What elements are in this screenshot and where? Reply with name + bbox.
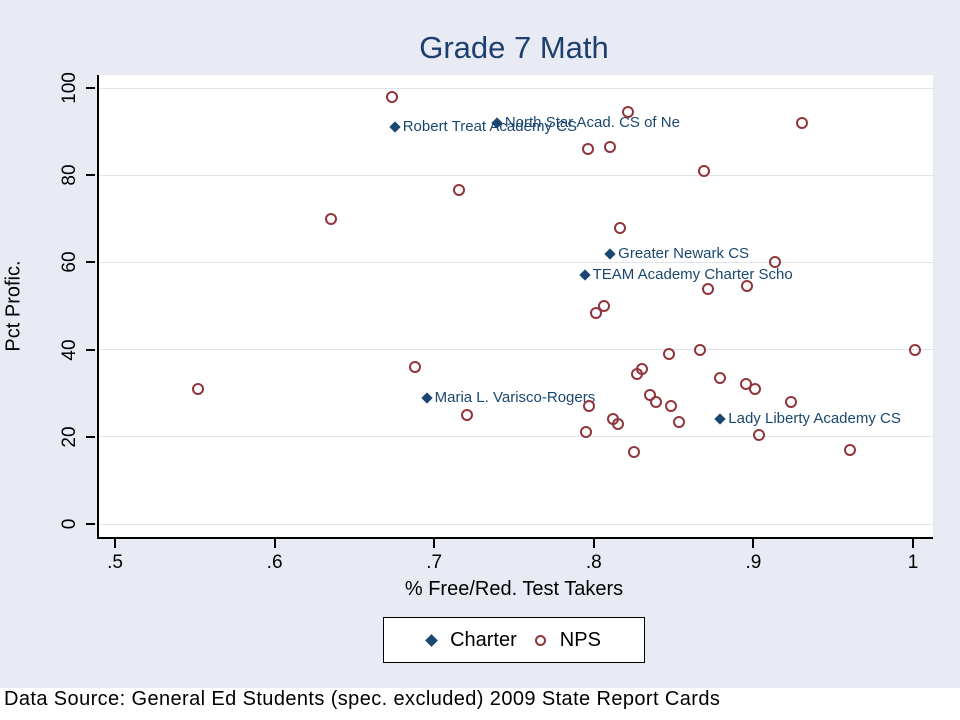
x-tick-.5 [114,539,116,548]
nps-point [581,143,594,156]
y-tick-label-0: 0 [59,518,80,530]
legend: Charter NPS [383,617,645,663]
nps-point [784,395,797,408]
nps-point [192,382,205,395]
x-tick-label-.7: .7 [426,552,443,573]
charter-point-label: Maria L. Varisco-Rogers [434,388,596,406]
nps-point [644,389,657,402]
gridline-y-40 [99,349,933,351]
gridline-y-100 [99,87,933,89]
charter-point-label: Lady Liberty Academy CS [728,410,901,428]
gridline-y-0 [99,523,933,525]
nps-point [589,306,602,319]
y-tick-label-80: 80 [59,164,80,186]
nps-point [636,363,649,376]
charter-point-label: Greater Newark CS [618,244,750,262]
nps-point [663,347,676,360]
y-tick-label-20: 20 [59,426,80,448]
nps-point [664,400,677,413]
nps-point [714,371,727,384]
y-tick-label-100: 100 [59,72,80,104]
gridline-y-80 [99,174,933,176]
nps-point [613,221,626,234]
nps-point [701,282,714,295]
y-tick-label-60: 60 [59,251,80,273]
legend-item-charter: Charter [425,628,517,652]
x-tick-label-.5: .5 [107,552,123,573]
nps-point [409,361,422,374]
nps-point [628,446,641,459]
nps-point [452,184,465,197]
nps-point [580,426,593,439]
nps-point [843,443,856,456]
nps-point [385,90,398,103]
charter-point [578,269,591,282]
nps-point [597,300,610,312]
nps-point [583,400,596,413]
nps-point [612,417,625,430]
nps-point [621,105,634,118]
gridline-y-20 [99,436,933,438]
legend-item-nps: NPS [534,628,601,652]
nps-point [650,395,663,408]
x-tick-.9 [752,539,755,548]
nps-point [460,409,473,421]
x-tick-.8 [592,539,595,548]
nps-point [749,382,762,395]
x-tick-label-1: 1 [907,552,919,573]
y-tick-40 [86,348,95,351]
x-tick-label-.8: .8 [585,552,602,573]
gridline-y-60 [99,261,933,263]
nps-point [693,343,706,356]
y-tick-80 [86,174,95,177]
legend-charter-label: Charter [450,628,517,651]
charter-point-label: Robert Treat Academy CS [402,118,577,136]
y-tick-label-40: 40 [59,339,80,361]
x-axis-title: % Free/Red. Test Takers [404,578,624,600]
charter-point [604,248,616,260]
nps-point [604,140,617,153]
charter-point-label: TEAM Academy Charter Scho [592,266,793,284]
y-axis-title: Pct Profic. [2,260,25,352]
nps-point [324,212,337,225]
data-source-note: Data Source: General Ed Students (spec. … [4,688,721,710]
x-tick-1 [912,539,914,548]
x-tick-.6 [273,539,276,548]
charter-point [714,413,726,426]
y-tick-0 [86,523,95,525]
nps-point [672,415,685,428]
plot-area: Robert Treat Academy CS North Star Acad. … [97,75,933,539]
nps-point [741,280,754,293]
y-tick-60 [86,261,95,264]
nps-point [752,428,765,441]
charter-point-label: North Star Acad. CS of Ne [504,114,680,132]
nps-point [768,256,781,269]
legend-nps-label: NPS [559,628,601,651]
figure-area: Grade 7 Math Pct Profic. % Free/Red. Tes… [0,0,960,688]
charter-diamond-icon [425,633,438,647]
charter-point [420,391,433,404]
nps-point [698,164,711,177]
y-tick-100 [86,87,95,89]
nps-point [795,116,808,129]
chart-title: Grade 7 Math [419,30,609,65]
x-tick-label-.6: .6 [266,552,283,573]
x-tick-label-.9: .9 [745,552,762,573]
charter-point [389,121,401,133]
x-tick-.7 [433,539,436,548]
nps-point [909,343,921,356]
y-tick-20 [86,435,95,438]
nps-circle-icon [534,634,546,646]
